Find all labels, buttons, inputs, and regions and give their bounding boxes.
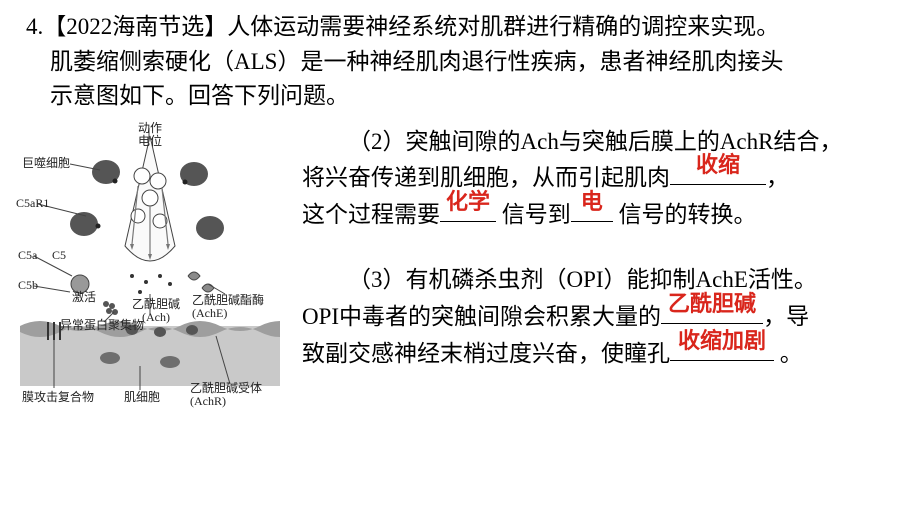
label-ach: 乙酰胆碱 (Ach) (132, 298, 180, 324)
p2-t3: ， (766, 165, 789, 190)
label-c5ar1: C5aR1 (16, 196, 49, 211)
p3-label: （3） (348, 267, 406, 292)
ans-p2-3: 电 (571, 185, 613, 219)
ans-p2-2: 化学 (440, 185, 496, 219)
question-source: 【2022海南节选】 (43, 14, 227, 39)
diagram: 动作 电位 巨噬细胞 C5aR1 C5a C5 C5b 激活 异常蛋白聚集物 乙… (20, 126, 280, 416)
blank-p3-2: 收缩加剧 (670, 335, 774, 361)
label-c5a: C5a (18, 248, 37, 263)
p2-t1: 突触间隙的Ach与突触后膜上的AchR结合， (406, 129, 843, 154)
blank-p2-2: 化学 (440, 196, 496, 222)
blank-p2-3: 电 (571, 196, 613, 222)
part-2: （2）突触间隙的Ach与突触后膜上的AchR结合， 将兴奋传递到肌细胞，从而引起… (302, 124, 900, 233)
label-ache: 乙酰胆碱酯酶 (AchE) (192, 294, 264, 320)
label-c5: C5 (52, 248, 66, 263)
ans-p3-2: 收缩加剧 (670, 324, 774, 358)
p2-t6: 信号的转换。 (619, 202, 757, 227)
p3-t5: 。 (774, 341, 803, 366)
question-number: 4. (26, 14, 43, 39)
stem-line1: 人体运动需要神经系统对肌群进行精确的调控来实现。 (227, 14, 779, 39)
stem-line3: 示意图如下。回答下列问题。 (50, 83, 349, 108)
label-achr: 乙酰胆碱受体 (AchR) (190, 382, 262, 408)
answers-column: （2）突触间隙的Ach与突触后膜上的AchR结合， 将兴奋传递到肌细胞，从而引起… (280, 122, 900, 372)
part-3: （3）有机磷杀虫剂（OPI）能抑制AchE活性。 OPI中毒者的突触间隙会积累大… (302, 262, 900, 371)
label-action-potential: 动作 电位 (138, 122, 162, 148)
label-mac: 膜攻击复合物 (22, 388, 94, 405)
stem-line2: 肌萎缩侧索硬化（ALS）是一种神经肌肉退行性疾病，患者神经肌肉接头 (50, 49, 783, 74)
label-muscle: 肌细胞 (124, 388, 160, 405)
page: 4.【2022海南节选】人体运动需要神经系统对肌群进行精确的调控来实现。 肌萎缩… (0, 0, 920, 518)
ans-p2-1: 收缩 (670, 148, 766, 182)
label-activate: 激活 (72, 288, 96, 305)
p2-t5: 信号到 (502, 202, 571, 227)
ans-p3-1: 乙酰胆碱 (661, 287, 763, 321)
p2-label: （2） (348, 129, 406, 154)
content-row: 动作 电位 巨噬细胞 C5aR1 C5a C5 C5b 激活 异常蛋白聚集物 乙… (20, 122, 900, 416)
label-macrophage: 巨噬细胞 (22, 154, 70, 171)
blank-p2-1: 收缩 (670, 159, 766, 185)
p3-t2: OPI中毒者的突触间隙会积累大量的 (302, 304, 661, 329)
p2-t4: 这个过程需要 (302, 202, 440, 227)
question-stem: 4.【2022海南节选】人体运动需要神经系统对肌群进行精确的调控来实现。 肌萎缩… (26, 10, 900, 114)
blank-p3-1: 乙酰胆碱 (661, 298, 763, 324)
p3-t4: 致副交感神经末梢过度兴奋，使瞳孔 (302, 341, 670, 366)
label-c5b: C5b (18, 278, 38, 293)
